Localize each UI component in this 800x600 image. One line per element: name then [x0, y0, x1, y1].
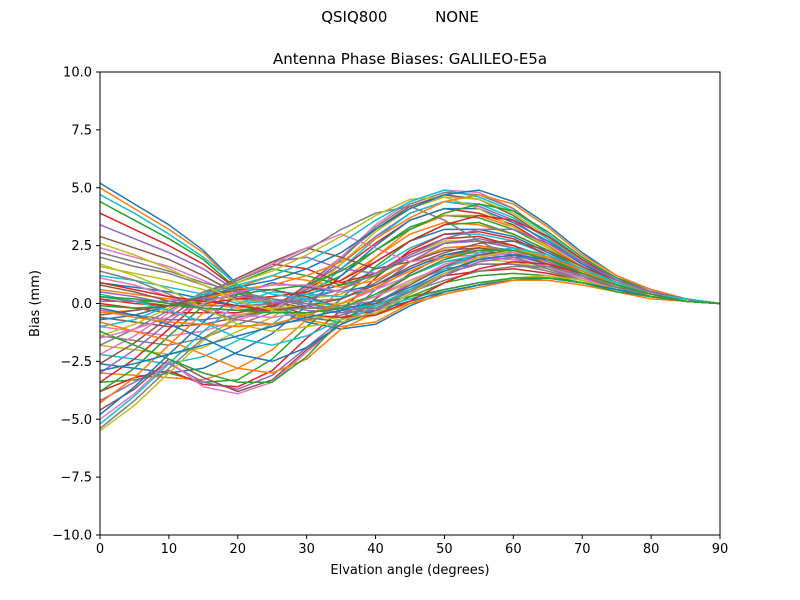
series-line: [99, 247, 721, 411]
x-tick-label: 40: [367, 542, 384, 557]
y-tick-label: 0.0: [71, 297, 92, 312]
chart-title: Antenna Phase Biases: GALILEO-E5a: [273, 50, 547, 68]
x-tick-label: 30: [298, 542, 315, 557]
y-tick-label: −10.0: [52, 529, 92, 544]
y-axis-label: Bias (mm): [28, 270, 43, 337]
x-tick-label: 80: [643, 542, 660, 557]
figure-suptitle: QSIQ800 NONE: [0, 8, 800, 26]
suptitle-radome: NONE: [435, 8, 479, 26]
x-tick-label: 50: [436, 542, 453, 557]
y-tick-label: −7.5: [60, 471, 92, 486]
series-line: [99, 277, 721, 383]
y-tick-label: 10.0: [63, 66, 92, 81]
y-tick-label: 5.0: [71, 181, 92, 196]
y-axis-ticks: −10.0 −7.5 −5.0 −2.5 0.0 2.5 5.0 7.5 10.0: [52, 66, 100, 544]
y-tick-label: −2.5: [60, 355, 92, 370]
x-axis-ticks: 0 10 20 30 40 50 60 70 80 90: [96, 535, 728, 557]
series-line: [99, 221, 721, 309]
y-tick-label: 2.5: [71, 239, 92, 254]
series-layer: [99, 182, 721, 432]
series-line: [99, 228, 721, 307]
series-line: [99, 249, 721, 314]
series-line: [99, 194, 721, 309]
x-tick-label: 20: [230, 542, 247, 557]
y-tick-label: 7.5: [71, 123, 92, 138]
x-axis-label: Elvation angle (degrees): [330, 563, 489, 578]
y-tick-label: −5.0: [60, 413, 92, 428]
x-tick-label: 60: [505, 542, 522, 557]
suptitle-receiver: QSIQ800: [321, 8, 388, 26]
x-tick-label: 70: [574, 542, 591, 557]
x-tick-label: 90: [712, 542, 729, 557]
x-tick-label: 10: [161, 542, 178, 557]
x-tick-label: 0: [96, 542, 104, 557]
